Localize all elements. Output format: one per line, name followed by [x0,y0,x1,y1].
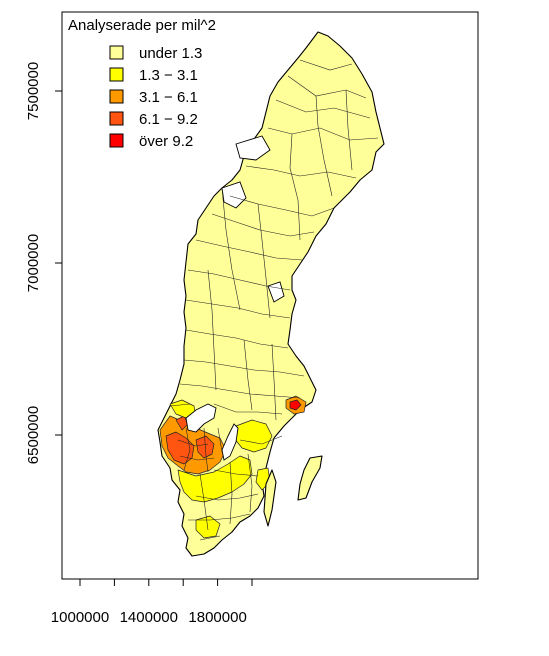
region-yellow-southwest [177,455,253,503]
lake-vattern [221,423,239,461]
sweden-map [157,31,385,557]
lake-vanern [185,403,217,433]
legend-label: 6.1 − 9.2 [139,111,198,128]
y-axis: 6500000 7000000 7500000 [25,62,63,464]
island-gotland [297,455,323,501]
legend-swatch [109,45,124,60]
x-tick-label: 1800000 [188,609,246,626]
x-tick-label: 1000000 [51,609,109,626]
legend-swatch [109,67,124,82]
legend-label: 1.3 − 3.1 [139,67,198,84]
legend-label: över 9.2 [139,133,193,150]
y-tick-label: 6500000 [25,406,42,464]
island-oland [263,469,277,527]
municipality-borders [169,59,379,541]
legend-title: Analyserade per mil^2 [68,17,216,34]
region-red-orange-inland [195,435,215,459]
y-tick-label: 7500000 [25,62,42,120]
map-legend: Analyserade per mil^2 under 1.3 1.3 − 3.1… [68,17,216,150]
legend-label: 3.1 − 6.1 [139,89,198,106]
legend-swatch [109,133,124,148]
legend-swatch [109,89,124,104]
y-tick-label: 7000000 [25,234,42,292]
region-yellow-south-tip [195,515,221,539]
legend-label: under 1.3 [139,45,202,62]
unmapped-area-north-1 [235,135,271,161]
region-stockholm-red [289,399,302,411]
legend-swatch [109,111,124,126]
region-red-orange-gothenburg [165,431,195,465]
x-tick-label: 1400000 [120,609,178,626]
unmapped-area-north-2 [221,181,247,209]
legend-entries: under 1.3 1.3 − 3.1 3.1 − 6.1 6.1 − 9.2 över… [109,45,202,150]
x-axis: 1000000 1400000 1800000 [51,578,253,626]
